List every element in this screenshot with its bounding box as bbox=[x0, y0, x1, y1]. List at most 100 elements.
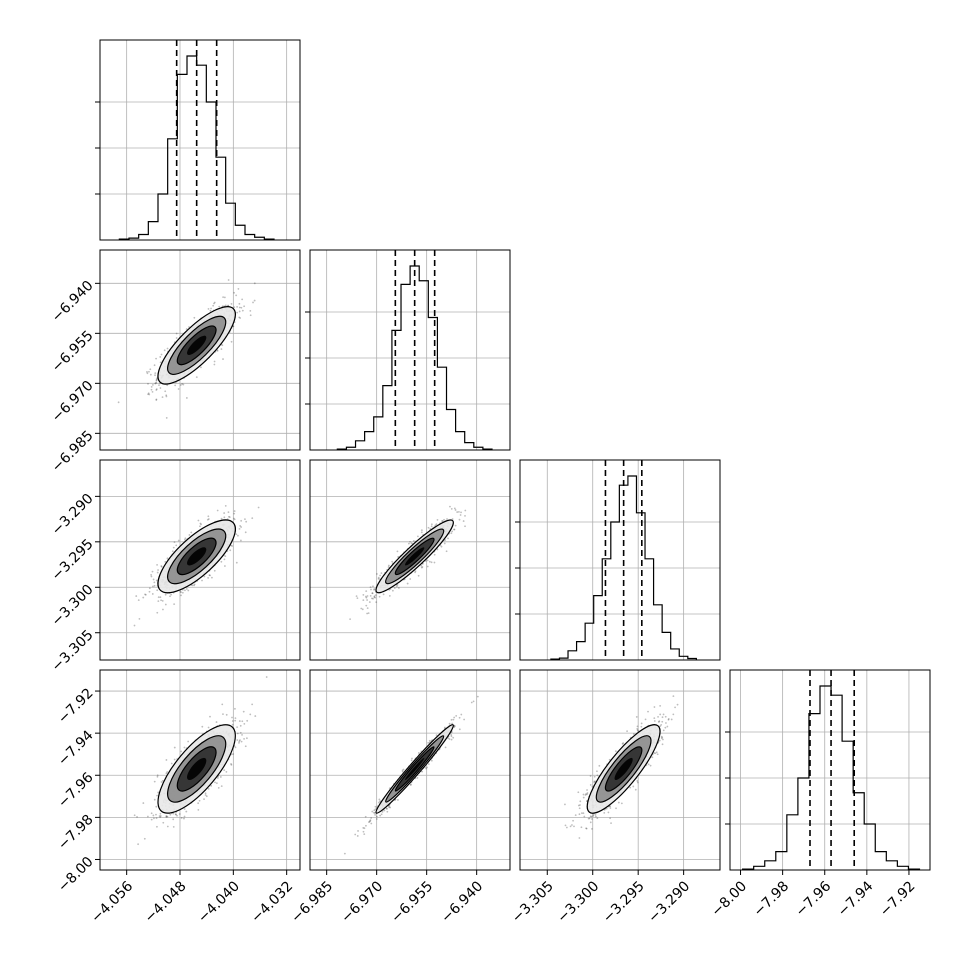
sample-point bbox=[437, 519, 439, 521]
sample-point bbox=[166, 816, 168, 818]
sample-point bbox=[149, 591, 151, 593]
sample-point bbox=[155, 814, 157, 816]
scatter-panel-0-1 bbox=[100, 250, 300, 450]
sample-point bbox=[421, 529, 423, 531]
sample-point bbox=[225, 505, 227, 507]
sample-point bbox=[147, 383, 149, 385]
sample-point bbox=[154, 799, 156, 801]
sample-point bbox=[231, 717, 233, 719]
sample-point bbox=[241, 298, 243, 300]
sample-point bbox=[446, 518, 448, 520]
sample-point bbox=[250, 314, 252, 316]
sample-point bbox=[258, 507, 260, 509]
sample-point bbox=[254, 300, 256, 302]
sample-point bbox=[453, 717, 455, 719]
sample-point bbox=[246, 720, 248, 722]
sample-point bbox=[167, 557, 169, 559]
sample-point bbox=[372, 585, 374, 587]
sample-point bbox=[152, 586, 154, 588]
sample-point bbox=[453, 529, 455, 531]
sample-point bbox=[389, 595, 391, 597]
sample-point bbox=[184, 537, 186, 539]
sample-point bbox=[152, 384, 154, 386]
sample-point bbox=[375, 594, 377, 596]
sample-point bbox=[167, 348, 169, 350]
sample-point bbox=[176, 337, 178, 339]
sample-point bbox=[166, 759, 168, 761]
sample-point bbox=[366, 599, 368, 601]
sample-point bbox=[223, 516, 225, 518]
sample-point bbox=[156, 589, 158, 591]
sample-point bbox=[160, 599, 162, 601]
sample-point bbox=[239, 311, 241, 313]
sample-point bbox=[135, 595, 137, 597]
sample-point bbox=[152, 391, 154, 393]
sample-point bbox=[214, 302, 216, 304]
sample-point bbox=[160, 813, 162, 815]
sample-point bbox=[241, 741, 243, 743]
sample-point bbox=[209, 575, 211, 577]
sample-point bbox=[460, 714, 462, 716]
sample-point bbox=[366, 613, 368, 615]
sample-point bbox=[151, 389, 153, 391]
sample-point bbox=[241, 720, 243, 722]
sample-point bbox=[392, 590, 394, 592]
sample-point bbox=[453, 719, 455, 721]
sample-point bbox=[451, 719, 453, 721]
sample-point bbox=[354, 834, 356, 836]
sample-point bbox=[637, 725, 639, 727]
sample-point bbox=[455, 509, 457, 511]
sample-point bbox=[459, 717, 461, 719]
sample-point bbox=[223, 512, 225, 514]
sample-point bbox=[221, 785, 223, 787]
sample-point bbox=[162, 609, 164, 611]
sample-point bbox=[411, 758, 413, 760]
sample-point bbox=[134, 814, 136, 816]
sample-point bbox=[187, 741, 189, 743]
sample-point bbox=[179, 813, 181, 815]
sample-point bbox=[661, 736, 663, 738]
sample-point bbox=[459, 728, 461, 730]
sample-point bbox=[134, 625, 136, 627]
sample-point bbox=[237, 733, 239, 735]
sample-point bbox=[222, 358, 224, 360]
sample-point bbox=[242, 310, 244, 312]
sample-point bbox=[379, 575, 381, 577]
sample-point bbox=[254, 282, 256, 284]
sample-point bbox=[172, 818, 174, 820]
sample-point bbox=[196, 376, 198, 378]
sample-point bbox=[154, 374, 156, 376]
sample-point bbox=[240, 520, 242, 522]
sample-point bbox=[451, 735, 453, 737]
sample-point bbox=[214, 781, 216, 783]
sample-point bbox=[238, 742, 240, 744]
sample-point bbox=[221, 518, 223, 520]
sample-point bbox=[421, 531, 423, 533]
sample-point bbox=[203, 798, 205, 800]
sample-point bbox=[243, 738, 245, 740]
sample-point bbox=[156, 380, 158, 382]
sample-point bbox=[144, 838, 146, 840]
sample-point bbox=[234, 720, 236, 722]
sample-point bbox=[148, 394, 150, 396]
sample-point bbox=[225, 771, 227, 773]
sample-point bbox=[232, 720, 234, 722]
sample-point bbox=[181, 817, 183, 819]
sample-point bbox=[118, 401, 120, 403]
sample-point bbox=[239, 307, 241, 309]
sample-point bbox=[224, 558, 226, 560]
sample-point bbox=[160, 387, 162, 389]
sample-point bbox=[152, 593, 154, 595]
sample-point bbox=[147, 816, 149, 818]
sample-point bbox=[167, 826, 169, 828]
sample-point bbox=[192, 584, 194, 586]
sample-point bbox=[213, 364, 215, 366]
sample-point bbox=[370, 819, 372, 821]
scatter-panel-1-3 bbox=[310, 670, 510, 870]
sample-point bbox=[463, 719, 465, 721]
sample-point bbox=[169, 814, 171, 816]
sample-point bbox=[159, 596, 161, 598]
sample-point bbox=[403, 769, 405, 771]
scatter-panel-0-2 bbox=[100, 460, 300, 660]
sample-point bbox=[142, 802, 144, 804]
